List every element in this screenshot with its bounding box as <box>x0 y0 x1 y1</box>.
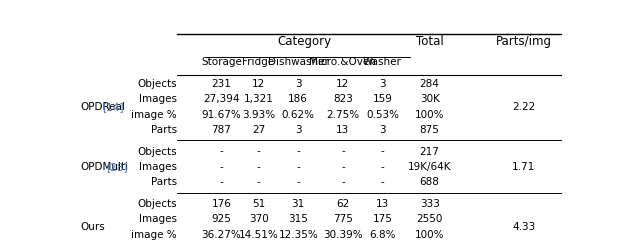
Text: 315: 315 <box>288 214 308 224</box>
Text: Dishwasher: Dishwasher <box>268 58 329 67</box>
Text: Objects: Objects <box>137 199 177 209</box>
Text: 0.53%: 0.53% <box>366 110 399 120</box>
Text: Ours: Ours <box>80 222 105 232</box>
Text: 13: 13 <box>336 125 349 135</box>
Text: 36.27%: 36.27% <box>202 230 241 240</box>
Text: 27,394: 27,394 <box>203 94 239 104</box>
Text: 176: 176 <box>211 199 231 209</box>
Text: OPDReal: OPDReal <box>80 102 125 112</box>
Text: Objects: Objects <box>137 79 177 89</box>
Text: -: - <box>381 147 385 157</box>
Text: 19K/64K: 19K/64K <box>408 162 451 172</box>
Text: -: - <box>341 162 345 172</box>
Text: 333: 333 <box>420 199 440 209</box>
Text: 2550: 2550 <box>417 214 443 224</box>
Text: Washer: Washer <box>363 58 402 67</box>
Text: 51: 51 <box>252 199 265 209</box>
Text: 370: 370 <box>249 214 268 224</box>
Text: Images: Images <box>139 214 177 224</box>
Text: 875: 875 <box>420 125 440 135</box>
Text: 30K: 30K <box>420 94 440 104</box>
Text: [14]: [14] <box>102 102 124 112</box>
Text: Storage: Storage <box>201 58 242 67</box>
Text: 231: 231 <box>211 79 231 89</box>
Text: Fridge: Fridge <box>243 58 275 67</box>
Text: 4.33: 4.33 <box>512 222 536 232</box>
Text: -: - <box>257 147 260 157</box>
Text: 775: 775 <box>333 214 353 224</box>
Text: -: - <box>341 177 345 187</box>
Text: 91.67%: 91.67% <box>202 110 241 120</box>
Text: -: - <box>257 177 260 187</box>
Text: 2.22: 2.22 <box>512 102 536 112</box>
Text: Objects: Objects <box>137 147 177 157</box>
Text: -: - <box>381 162 385 172</box>
Text: 12: 12 <box>336 79 349 89</box>
Text: 1.71: 1.71 <box>512 162 536 172</box>
Text: -: - <box>220 162 223 172</box>
Text: 284: 284 <box>420 79 440 89</box>
Text: 31: 31 <box>292 199 305 209</box>
Text: -: - <box>220 147 223 157</box>
Text: 6.8%: 6.8% <box>369 230 396 240</box>
Text: 3.93%: 3.93% <box>242 110 275 120</box>
Text: [28]: [28] <box>106 162 127 172</box>
Text: Parts: Parts <box>150 177 177 187</box>
Text: Images: Images <box>139 162 177 172</box>
Text: -: - <box>341 147 345 157</box>
Text: -: - <box>296 147 300 157</box>
Text: -: - <box>381 177 385 187</box>
Text: 787: 787 <box>211 125 231 135</box>
Text: 217: 217 <box>420 147 440 157</box>
Text: 3: 3 <box>380 125 386 135</box>
Text: 688: 688 <box>420 177 440 187</box>
Text: 0.62%: 0.62% <box>282 110 315 120</box>
Text: 12.35%: 12.35% <box>278 230 318 240</box>
Text: image %: image % <box>131 110 177 120</box>
Text: 100%: 100% <box>415 110 444 120</box>
Text: 3: 3 <box>380 79 386 89</box>
Text: 186: 186 <box>288 94 308 104</box>
Text: 30.39%: 30.39% <box>323 230 363 240</box>
Text: Category: Category <box>277 35 332 48</box>
Text: 62: 62 <box>336 199 349 209</box>
Text: OPDMulti: OPDMulti <box>80 162 128 172</box>
Text: -: - <box>220 177 223 187</box>
Text: 925: 925 <box>211 214 231 224</box>
Text: 1,321: 1,321 <box>244 94 273 104</box>
Text: Total: Total <box>416 35 444 48</box>
Text: Parts: Parts <box>150 125 177 135</box>
Text: Images: Images <box>139 94 177 104</box>
Text: 3: 3 <box>295 79 301 89</box>
Text: 27: 27 <box>252 125 265 135</box>
Text: 823: 823 <box>333 94 353 104</box>
Text: 175: 175 <box>372 214 392 224</box>
Text: 159: 159 <box>372 94 392 104</box>
Text: -: - <box>296 177 300 187</box>
Text: 13: 13 <box>376 199 389 209</box>
Text: 12: 12 <box>252 79 265 89</box>
Text: 100%: 100% <box>415 230 444 240</box>
Text: 3: 3 <box>295 125 301 135</box>
Text: 14.51%: 14.51% <box>239 230 278 240</box>
Text: -: - <box>296 162 300 172</box>
Text: Parts/img: Parts/img <box>496 35 552 48</box>
Text: Micro.&Oven: Micro.&Oven <box>310 58 376 67</box>
Text: -: - <box>257 162 260 172</box>
Text: 2.75%: 2.75% <box>326 110 360 120</box>
Text: image %: image % <box>131 230 177 240</box>
